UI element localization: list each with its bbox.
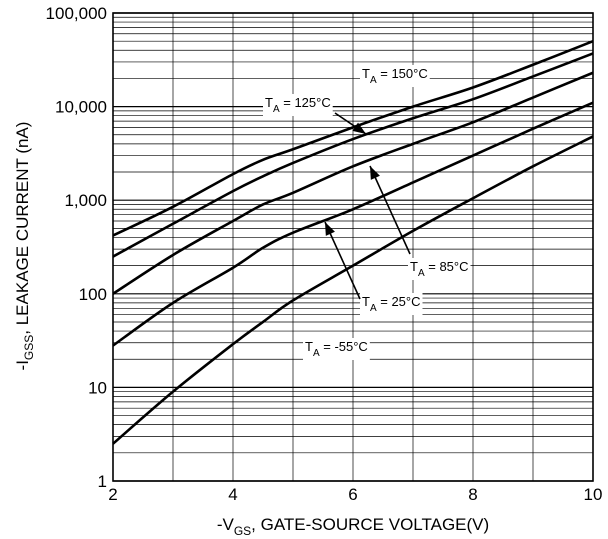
y-tick-label: 10,000 [55, 98, 107, 117]
curve-label-3: TA = 25°C [360, 293, 423, 315]
x-axis-title-suffix: , GATE-SOURCE VOLTAGE(V) [251, 515, 489, 534]
svg-text:TA = 150°C: TA = 150°C [362, 66, 428, 86]
svg-text:TA = 25°C: TA = 25°C [362, 294, 421, 314]
curve-label-background [408, 258, 471, 280]
x-axis-title: -VGS, GATE-SOURCE VOLTAGE(V) [217, 515, 489, 538]
y-tick-label: 1,000 [64, 191, 107, 210]
svg-text:TA = -55°C: TA = -55°C [305, 339, 368, 359]
curve-label-0: TA = 150°C [360, 65, 430, 87]
series-line-2 [112, 71, 594, 295]
y-tick-label: 1 [98, 472, 107, 491]
data-curves [112, 39, 594, 445]
series-line-4 [112, 135, 594, 445]
curve-label-2: TA = 85°C [408, 258, 471, 280]
label-arrow-2 [324, 221, 361, 300]
series-line-0 [112, 39, 594, 237]
tick-labels: 1 10 100 1,000 10,000 100,000 2 4 6 8 10 [46, 4, 603, 504]
y-tick-label: 100 [79, 285, 107, 304]
label-arrow-1 [369, 165, 411, 255]
x-axis-title-prefix: -V [217, 515, 235, 534]
curve-label-background [303, 338, 370, 360]
y-tick-label: 100,000 [46, 4, 107, 23]
x-axis-title-subscript: GS [234, 524, 251, 538]
curve-label-1: TA = 125°C [263, 94, 333, 116]
curve-label-background [263, 94, 333, 116]
label-arrow-0 [334, 112, 367, 135]
curve-label-background [360, 65, 430, 87]
x-tick-label: 10 [584, 485, 603, 504]
y-axis-title-suffix: , LEAKAGE CURRENT (nA) [13, 122, 32, 335]
svg-text:TA = 85°C: TA = 85°C [410, 259, 469, 279]
plot-frame [112, 12, 594, 482]
curve-label-background [360, 293, 423, 315]
series-line-1 [112, 52, 594, 258]
x-tick-label: 4 [228, 485, 237, 504]
x-tick-label: 2 [108, 485, 117, 504]
curve-labels: TA = 150°C TA = 125°C TA = 85°C TA = 25°C TA… [263, 65, 471, 360]
y-axis-title-prefix: -I [13, 360, 32, 370]
x-tick-label: 6 [348, 485, 357, 504]
x-tick-label: 8 [468, 485, 477, 504]
series-line-3 [112, 101, 594, 347]
label-arrows [324, 112, 411, 300]
plot-border [112, 12, 594, 482]
y-axis-title-subscript: GSS [22, 335, 36, 360]
curve-label-4: TA = -55°C [303, 338, 370, 360]
svg-text:TA = 125°C: TA = 125°C [265, 95, 331, 115]
y-axis-title: -IGSS, LEAKAGE CURRENT (nA) [13, 122, 36, 371]
y-tick-label: 10 [88, 378, 107, 397]
